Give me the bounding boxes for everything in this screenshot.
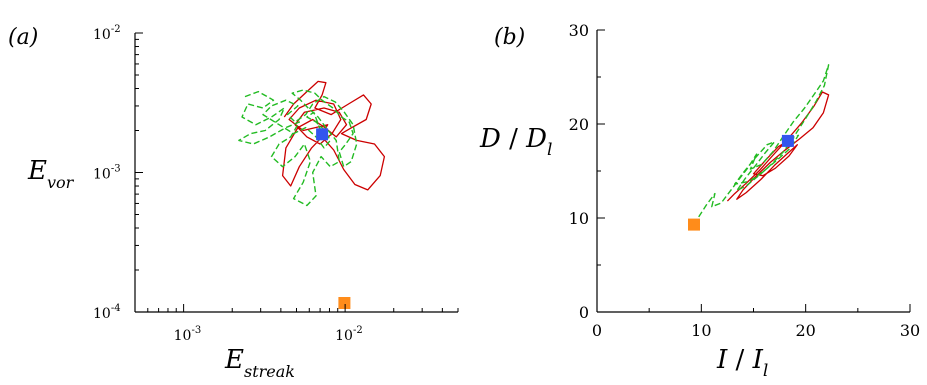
panel-b-x-tick-label: 20	[795, 321, 815, 340]
panel-a-xlabel-main: E	[224, 345, 244, 375]
panel-b-ylabel-var: D	[525, 124, 547, 154]
panel-b-y-tick-label: 0	[579, 303, 589, 322]
panel-a-y-tick-label: 10-3	[93, 164, 121, 183]
panel-b-y-tick-label: 10	[569, 209, 589, 228]
panel-a-marker-orange-square	[338, 297, 351, 309]
panel-b-series-solid	[726, 91, 830, 202]
panel-b-marker-blue-square	[781, 134, 794, 147]
panel-a-ylabel: Evor	[27, 156, 75, 192]
panel-b-ylabel-sub: l	[547, 140, 552, 160]
panel-b-xlabel-sub: l	[763, 361, 768, 381]
panel-a-ticks: 10-3 10-2 10-4 10-3 10-2	[93, 24, 459, 344]
panel-b-x-tick-label: 30	[900, 321, 920, 340]
panel-a-y-tick-label: 10-2	[93, 24, 121, 43]
panel-b-ylabel: D / Dl	[479, 124, 552, 160]
panel-a-series-solid	[281, 80, 386, 191]
panel-b-label: (b)	[494, 25, 525, 50]
panel-b-ylabel-sep: /	[501, 124, 526, 154]
panel-b-xlabel-main: I	[716, 345, 728, 375]
panel-b-xlabel-var: I	[752, 345, 764, 375]
panel-b-y-tick-label: 30	[569, 21, 589, 40]
panel-b-ylabel-main: D	[479, 124, 501, 154]
panel-b-xlabel: I / Il	[716, 345, 768, 381]
panel-b-series-dashed	[693, 64, 830, 225]
panel-b-x-tick-label: 10	[691, 321, 711, 340]
panel-a-label: (a)	[8, 25, 38, 50]
panel-a-xlabel-sub: streak	[244, 362, 295, 381]
panel-a-series-dashed	[238, 89, 358, 207]
panel-a-y-tick-label: 10-4	[93, 303, 121, 322]
panel-b-x-tick-label: 0	[592, 321, 602, 340]
panel-b-y-tick-label: 20	[569, 115, 589, 134]
panel-b-marker-orange-square	[688, 218, 700, 231]
panel-b-xlabel-sep: /	[727, 345, 752, 375]
panel-a: (a) 10-3 10-2 10-4 10-3 10-2 Evor Estreak	[8, 24, 459, 381]
panel-a-marker-blue-square	[316, 128, 329, 141]
panel-b-ticks: 0 10 20 30 0 10 20 30	[569, 21, 921, 340]
panel-a-x-tick-label: 10-2	[335, 325, 363, 344]
panel-a-ylabel-main: E	[27, 156, 47, 186]
panel-a-x-tick-label: 10-3	[174, 325, 202, 344]
panel-a-plot-area	[238, 80, 386, 309]
panel-b-plot-area	[688, 64, 830, 231]
panel-a-ylabel-sub: vor	[47, 173, 75, 192]
panel-b: (b) 0 10 20 30 0 10 20 30 D / Dl I / Il	[479, 21, 920, 381]
panel-a-xlabel: Estreak	[224, 345, 295, 381]
